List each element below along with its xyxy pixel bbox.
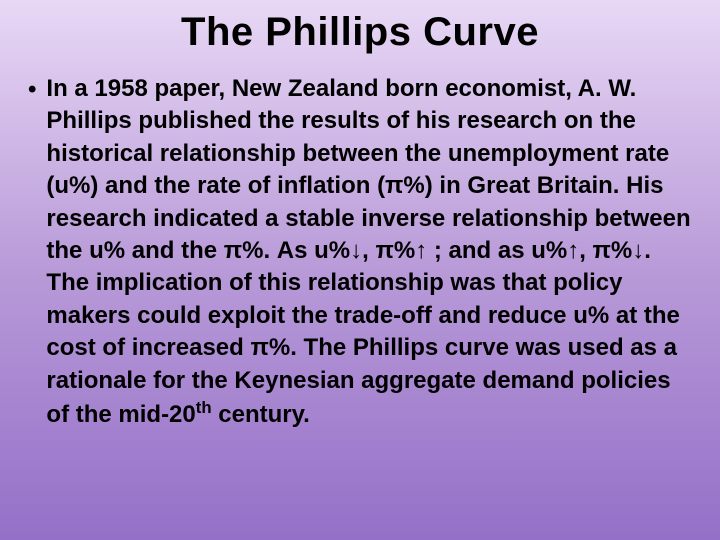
slide: The Phillips Curve • In a 1958 paper, Ne…	[0, 0, 720, 540]
body-text: In a 1958 paper, New Zealand born econom…	[46, 73, 692, 431]
slide-title: The Phillips Curve	[28, 10, 692, 55]
bullet-icon: •	[28, 73, 36, 107]
body-row: • In a 1958 paper, New Zealand born econ…	[28, 73, 692, 431]
